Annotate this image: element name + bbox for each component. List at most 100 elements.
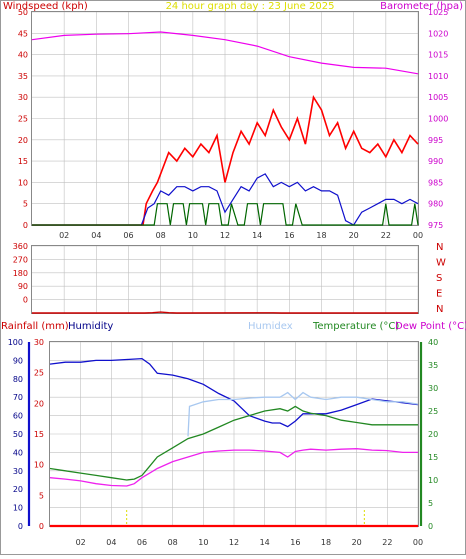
barometer-tick-label: 1000 — [428, 115, 448, 124]
dewpoint-line — [49, 448, 418, 487]
rainfall-tick-label: 20 — [34, 399, 44, 408]
barometer-tick-label: 995 — [428, 136, 443, 145]
humidity-tick-label: 80 — [13, 375, 23, 384]
humidity-tick-label: 10 — [13, 504, 23, 513]
humidity-tick-label: 20 — [13, 485, 23, 494]
x-tick-label: 16 — [284, 231, 294, 240]
barometer-tick-label: 980 — [428, 200, 443, 209]
humidity-title: Humidity — [68, 321, 113, 332]
windspeed-tick-label: 15 — [18, 157, 28, 166]
temperature-line — [49, 405, 418, 481]
x-tick-label: 08 — [156, 231, 166, 240]
x-tick-label: 00 — [413, 538, 423, 547]
x-tick-label: 22 — [381, 231, 391, 240]
x-tick-label: 22 — [382, 538, 392, 547]
humidity-tick-label: 90 — [13, 356, 23, 365]
barometer-title: Barometer (hpa) — [380, 1, 463, 12]
temperature-axis: 0 5 10 15 20 25 30 35 40 — [419, 338, 438, 531]
rainfall-tick-label: 0 — [39, 522, 44, 531]
humidex-title: Humidex — [248, 321, 293, 332]
temperature-tick-label: 0 — [428, 522, 433, 531]
windspeed-tick-label: 20 — [18, 136, 28, 145]
wind-series — [31, 31, 419, 226]
barometer-tick-label: 1020 — [428, 29, 448, 38]
x-tick-label: 08 — [168, 538, 178, 547]
x-tick-label: 14 — [252, 231, 262, 240]
barometer-tick-label: 1005 — [428, 93, 448, 102]
x-tick-label: 10 — [198, 538, 208, 547]
humidity-tick-label: 60 — [13, 412, 23, 421]
direction-degree-label: 270 — [13, 255, 28, 264]
barometer-line — [31, 31, 419, 75]
compass-label: N — [436, 242, 443, 253]
x-tick-label: 20 — [352, 538, 362, 547]
windspeed-tick-label: 50 — [18, 8, 28, 17]
humidity-tick-label: 0 — [18, 522, 23, 531]
humidity-tick-label: 40 — [13, 448, 23, 457]
wind-gust-peak-line — [32, 203, 419, 226]
windspeed-tick-label: 5 — [23, 200, 28, 209]
temperature-series — [49, 357, 419, 528]
direction-line — [32, 311, 418, 314]
temperature-tick-label: 15 — [428, 453, 438, 462]
x-tick-label: 16 — [290, 538, 300, 547]
barometer-tick-label: 1010 — [428, 72, 448, 81]
humidity-axis: 0 10 20 30 40 50 60 70 80 90 100 — [8, 338, 31, 531]
barometer-axis: 975 980 985 990 995 1000 1005 1010 1015 1020 1025 — [428, 8, 448, 230]
temperature-title: Temperature (°C) — [312, 321, 399, 332]
rainfall-tick-label: 25 — [34, 369, 44, 378]
rainfall-tick-label: 10 — [34, 461, 44, 470]
x-tick-label: 20 — [349, 231, 359, 240]
wind-x-axis: 02 04 06 08 10 12 14 16 18 20 22 00 — [59, 231, 423, 240]
x-tick-label: 00 — [413, 231, 423, 240]
dewpoint-title: Dew Point (°C) — [395, 321, 466, 332]
windspeed-tick-label: 25 — [18, 115, 28, 124]
barometer-tick-label: 1025 — [428, 8, 448, 17]
x-tick-label: 10 — [188, 231, 198, 240]
x-tick-label: 02 — [76, 538, 86, 547]
windspeed-tick-label: 45 — [18, 29, 28, 38]
rainfall-tick-label: 15 — [34, 430, 44, 439]
temperature-tick-label: 10 — [428, 476, 438, 485]
wind-average-line — [32, 173, 419, 226]
temperature-tick-label: 20 — [428, 430, 438, 439]
windspeed-tick-label: 30 — [18, 93, 28, 102]
humidity-tick-label: 100 — [8, 338, 23, 347]
compass-label: S — [436, 273, 442, 284]
rainfall-tick-label: 5 — [39, 491, 44, 500]
x-tick-label: 04 — [91, 231, 101, 240]
rainfall-title: Rainfall (mm) — [1, 321, 69, 332]
x-tick-label: 06 — [137, 538, 147, 547]
windspeed-tick-label: 40 — [18, 51, 28, 60]
windspeed-title: Windspeed (kph) — [3, 1, 88, 12]
temperature-x-axis: 02 04 06 08 10 12 14 16 18 20 22 00 — [76, 538, 424, 547]
x-tick-label: 06 — [123, 231, 133, 240]
temperature-tick-label: 25 — [428, 407, 438, 416]
barometer-tick-label: 1015 — [428, 51, 448, 60]
windspeed-tick-label: 35 — [18, 72, 28, 81]
date-title: 24 hour graph day : 23 June 2025 — [166, 1, 335, 12]
direction-degree-label: 360 — [13, 242, 28, 251]
windspeed-tick-label: 0 — [23, 221, 28, 230]
windspeed-tick-label: 10 — [18, 178, 28, 187]
barometer-tick-label: 975 — [428, 221, 443, 230]
x-tick-label: 04 — [106, 538, 116, 547]
rainfall-axis: 0 5 10 15 20 25 30 — [34, 338, 44, 531]
x-tick-label: 18 — [321, 538, 331, 547]
temperature-tick-label: 40 — [428, 338, 438, 347]
x-tick-label: 18 — [316, 231, 326, 240]
direction-degree-label: 0 — [23, 296, 28, 305]
compass-label: W — [436, 258, 446, 269]
humidity-tick-label: 50 — [13, 430, 23, 439]
direction-degree-label: 180 — [13, 269, 28, 278]
humidity-tick-label: 70 — [13, 393, 23, 402]
windspeed-axis: 0 5 10 15 20 25 30 35 40 45 50 — [18, 8, 28, 230]
compass-label: N — [436, 304, 443, 315]
compass-label: E — [436, 289, 442, 300]
humidex-line — [187, 391, 419, 437]
x-tick-label: 12 — [220, 231, 230, 240]
